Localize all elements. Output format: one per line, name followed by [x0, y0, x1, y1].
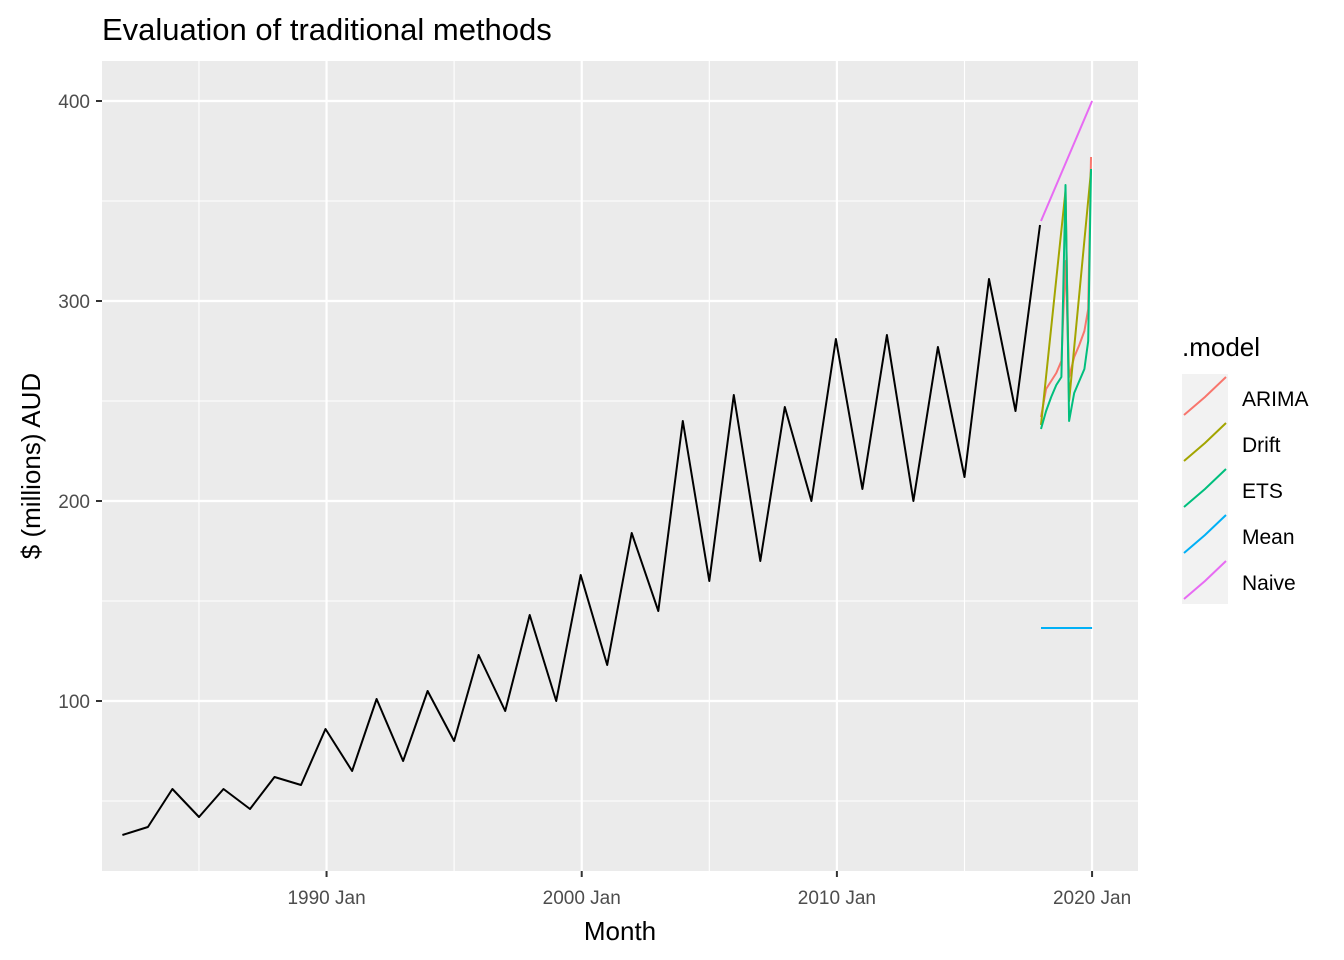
legend-key-arima [1183, 376, 1227, 416]
legend-title: .model [1182, 332, 1260, 362]
legend: .model ARIMA Drift ETS Mean Naive [1182, 332, 1309, 604]
x-axis: 1990 Jan 2000 Jan 2010 Jan 2020 Jan [287, 871, 1131, 909]
series-line-naive [1040, 100, 1094, 222]
y-tick-label: 100 [58, 692, 90, 713]
legend-key-ets [1183, 468, 1227, 508]
x-tick-label: 2020 Jan [1053, 888, 1131, 909]
legend-key-mean [1183, 514, 1227, 554]
series-line-ets [1040, 168, 1092, 430]
x-tick-label: 2010 Jan [798, 888, 876, 909]
legend-key-drift [1183, 422, 1227, 462]
legend-label-arima: ARIMA [1242, 388, 1309, 411]
chart-title: Evaluation of traditional methods [102, 12, 552, 47]
legend-label-drift: Drift [1242, 434, 1281, 457]
y-tick-label: 400 [58, 92, 90, 113]
legend-label-ets: ETS [1242, 480, 1283, 503]
legend-label-mean: Mean [1242, 526, 1295, 549]
y-tick-label: 300 [58, 292, 90, 313]
x-tick-label: 1990 Jan [287, 888, 365, 909]
grid-major [102, 61, 1138, 871]
series-layer [122, 100, 1094, 836]
y-axis: 100 200 300 400 [58, 92, 102, 713]
legend-key-naive [1183, 560, 1227, 600]
plot-panel [102, 61, 1138, 871]
x-axis-title: Month [584, 916, 656, 946]
history-series-line [122, 224, 1041, 836]
legend-label-naive: Naive [1242, 572, 1296, 595]
y-axis-title: $ (millions) AUD [16, 373, 46, 559]
y-tick-label: 200 [58, 492, 90, 513]
x-tick-label: 2000 Jan [543, 888, 621, 909]
